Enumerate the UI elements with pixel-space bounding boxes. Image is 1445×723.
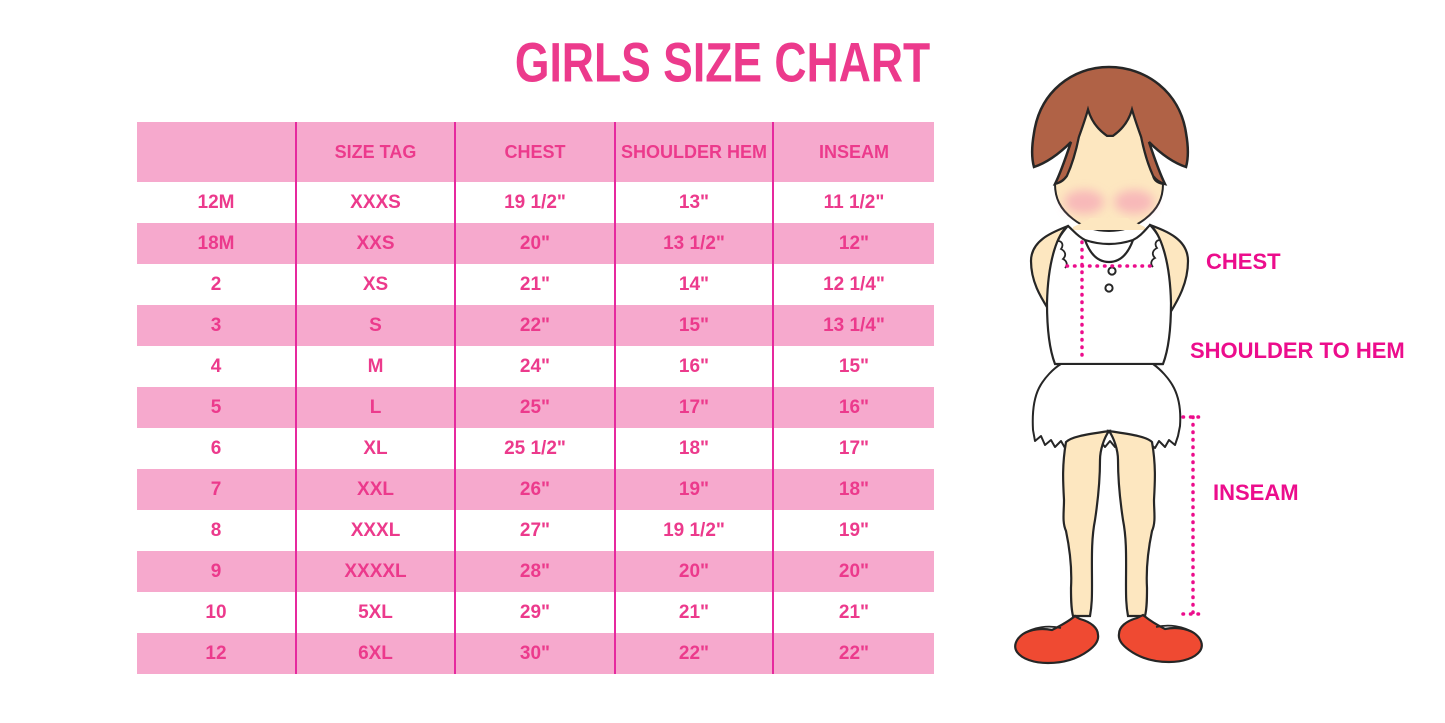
svg-text:CHEST: CHEST xyxy=(1206,249,1281,274)
svg-text:INSEAM: INSEAM xyxy=(1213,480,1299,505)
svg-text:SHOULDER TO HEM: SHOULDER TO HEM xyxy=(1190,338,1405,363)
